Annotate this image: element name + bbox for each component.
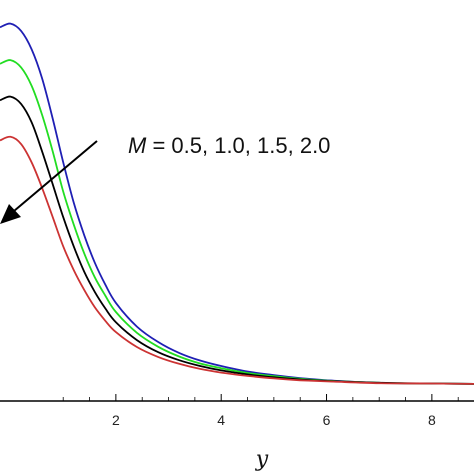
arrow-head: [0, 204, 21, 224]
x-tick-label: 2: [112, 412, 120, 428]
series-line-1: [0, 22, 474, 385]
series-layer: [0, 22, 474, 385]
series-line-2: [0, 59, 474, 385]
arrow-shaft: [13, 140, 98, 212]
parameter-values: 0.5, 1.0, 1.5, 2.0: [171, 133, 330, 158]
plot-frame: [0, 400, 474, 402]
x-tick-label: 4: [217, 412, 225, 428]
parameter-equals: =: [146, 133, 171, 158]
parameter-annotation: M = 0.5, 1.0, 1.5, 2.0: [128, 133, 330, 158]
x-axis-title: y: [255, 447, 269, 472]
annotation-arrow: [0, 140, 98, 224]
x-tick-label: 6: [323, 412, 331, 428]
parameter-symbol: M: [128, 133, 147, 158]
x-tick-label: 8: [428, 412, 436, 428]
x-axis-ticks: 2 4 6 8: [62, 394, 459, 428]
series-line-4: [0, 135, 474, 385]
